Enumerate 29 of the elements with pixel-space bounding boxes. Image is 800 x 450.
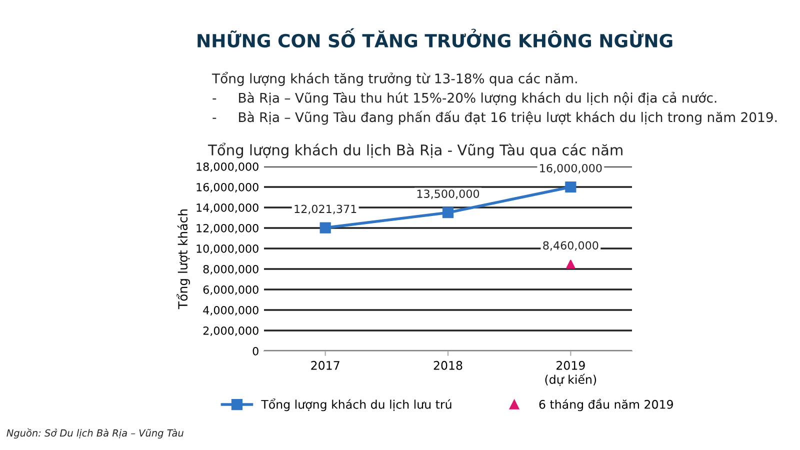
- y-tick-label: 0: [252, 346, 258, 356]
- y-tick-label: 8,000,000: [203, 264, 258, 275]
- point: [565, 181, 576, 193]
- text: - Bà Rịa – Vũng Tàu đang phấn đấu đạt 16 triệu lượt khách du lịch trong năm 2019.: [212, 110, 777, 125]
- y-tick-label: 4,000,000: [203, 306, 258, 316]
- y-tick-label: 2,000,000: [203, 326, 258, 336]
- y-tick-label: 16,000,000: [196, 182, 258, 193]
- text: Nguồn: Sở Du lịch Bà Rịa – Vũng Tàu: [6, 428, 184, 439]
- y-tick-label: 10,000,000: [196, 244, 258, 254]
- x-tick-label: 2018: [434, 360, 462, 370]
- legend-label: Tổng lượng khách du lịch lưu trú: [261, 398, 452, 412]
- data-label: 8,460,000: [543, 241, 598, 251]
- data-label: 13,500,000: [417, 190, 480, 200]
- text: Tổng lượng khách tăng trưởng từ 13-18% qua các năm.: [212, 72, 577, 86]
- data-label: 12,021,371: [294, 204, 356, 214]
- point: [320, 222, 331, 234]
- x-tick-label: 2017: [311, 360, 340, 370]
- legend-label: 6 tháng đầu năm 2019: [539, 398, 673, 412]
- y-axis-title: Tổng lượt khách: [176, 209, 190, 310]
- x-tick-label: 2019 (dự kiến): [545, 360, 596, 386]
- y-tick-label: 18,000,000: [196, 162, 258, 172]
- data-label: 16,000,000: [540, 164, 602, 174]
- chart-title: NHỮNG CON SỐ TĂNG TRƯỞNG KHÔNG NGỪNG: [198, 28, 672, 48]
- y-tick-label: 14,000,000: [196, 203, 258, 214]
- y-tick-label: 12,000,000: [196, 224, 258, 234]
- point: [442, 207, 454, 218]
- y-tick-label: 6,000,000: [203, 285, 258, 296]
- chart-subtitle: Tổng lượng khách du lịch Bà Rịa - Vũng Tàu qua các năm: [208, 142, 622, 158]
- text: - Bà Rịa – Vũng Tàu thu hút 15%-20% lượng khách du lịch nội địa cả nước.: [212, 92, 716, 106]
